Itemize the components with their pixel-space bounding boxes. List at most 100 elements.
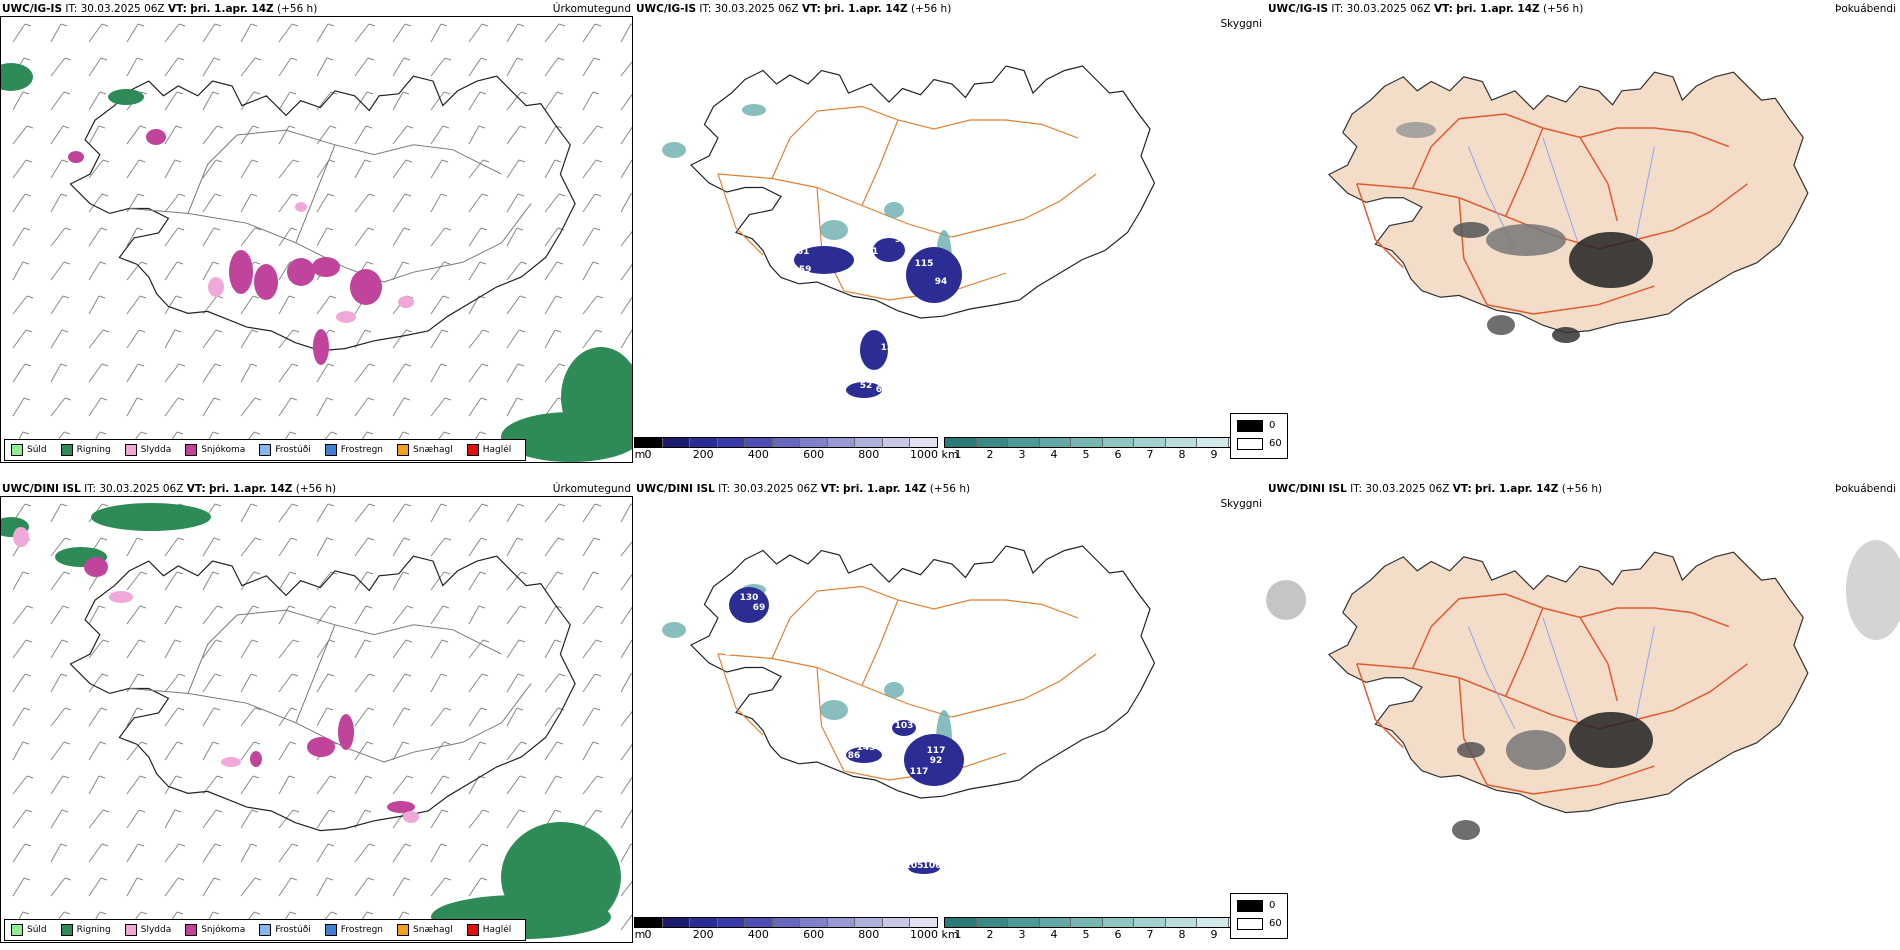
wind-barb <box>620 775 634 795</box>
wind-barb-flag <box>216 125 224 129</box>
wind-barb-flag <box>479 741 487 745</box>
wind-barb-flag <box>62 775 70 779</box>
wind-barb <box>316 23 329 43</box>
wind-barb-flag <box>289 571 297 575</box>
wind-barb-flag <box>441 639 449 643</box>
legend-item: Rigning <box>60 444 111 456</box>
wind-barb <box>506 57 518 77</box>
legend-label: Haglél <box>482 445 512 455</box>
legend-swatch <box>11 444 23 456</box>
wind-barb <box>278 741 291 761</box>
wind-barb <box>164 23 180 43</box>
fog-panel-top: UWC/IG-IS IT: 30.03.2025 06Z VT: þri. 1.… <box>1230 0 1900 465</box>
wind-barb-flag <box>520 91 528 95</box>
wind-barb <box>278 57 292 77</box>
wind-barb-flag <box>479 91 487 95</box>
wind-barb-flag <box>292 159 300 163</box>
wind-barb <box>392 775 408 795</box>
cloud-base-label: 79 <box>914 303 927 313</box>
wind-barb <box>468 91 481 111</box>
wind-barb-flag <box>327 843 335 847</box>
wind-barb <box>12 843 26 863</box>
wind-barb <box>620 125 634 145</box>
wind-barb-flag <box>288 125 296 129</box>
wind-barb <box>240 775 254 795</box>
wind-barb <box>88 363 103 383</box>
wind-barb <box>240 639 253 659</box>
wind-barb <box>278 261 291 281</box>
wind-barb <box>126 843 139 863</box>
wind-barb-flag <box>98 295 106 299</box>
wind-barb-flag <box>63 431 71 435</box>
wind-barb <box>316 503 329 523</box>
wind-barb-flag <box>25 159 33 163</box>
wind-barb-flag <box>292 809 300 813</box>
cloud-base-label: 152 <box>645 138 664 148</box>
it-value: 30.03.2025 06Z <box>733 483 818 495</box>
wind-barb <box>126 57 138 77</box>
wind-barb-flag <box>595 329 603 333</box>
wind-barb <box>392 503 406 523</box>
wind-barb <box>544 261 558 281</box>
wind-barb-flag <box>63 911 71 915</box>
legend-label: Súld <box>27 925 47 935</box>
wind-barb <box>126 397 138 417</box>
wind-barb-flag <box>330 911 338 915</box>
wind-barb <box>316 809 330 829</box>
wind-barb <box>164 605 177 625</box>
wind-barb <box>582 57 595 77</box>
wind-barb <box>316 159 330 179</box>
fog-legend-dark-label: 0 <box>1269 420 1276 431</box>
wind-barb-flag <box>138 329 146 333</box>
wind-barb-flag <box>22 571 30 575</box>
legend-item: Snjókoma <box>185 444 245 456</box>
wind-barb-flag <box>441 329 449 333</box>
offset: (+56 h) <box>910 3 952 15</box>
wind-barb <box>278 159 294 179</box>
wind-barb <box>164 329 176 349</box>
wind-barb <box>202 707 215 727</box>
wind-barb <box>544 125 557 145</box>
wind-barb-flag <box>554 159 562 163</box>
cloud-base-label: 117 <box>927 746 946 756</box>
wind-barb-flag <box>557 537 565 541</box>
wind-barb-flag <box>443 261 451 265</box>
wind-barbs <box>12 23 642 451</box>
cloudbase-swatch <box>717 918 746 927</box>
wind-barb <box>468 571 481 591</box>
wind-barb-flag <box>327 673 335 677</box>
cloud-base-label: 105 <box>905 861 924 871</box>
wind-barb-flag <box>24 843 32 847</box>
cloudbase-swatch <box>882 438 911 447</box>
fog-area <box>1569 712 1653 768</box>
legend-label: Slydda <box>140 445 172 455</box>
wind-barb-flag <box>175 125 183 129</box>
wind-barb <box>164 91 178 111</box>
wind-barb-flag <box>291 23 299 27</box>
wind-barb-flag <box>367 227 375 231</box>
it-label: IT: <box>84 483 97 495</box>
wind-barb-flag <box>516 707 524 711</box>
legend-swatch <box>11 924 23 936</box>
wind-barb-flag <box>24 23 32 27</box>
it-value: 30.03.2025 06Z <box>80 3 165 15</box>
wind-barb <box>278 809 294 829</box>
visibility-tick: 3 <box>1018 928 1026 941</box>
wind-barb-flag <box>102 159 110 163</box>
wind-barb-flag <box>364 159 372 163</box>
low-cloud-base-area <box>892 720 916 736</box>
wind-barb <box>354 877 369 897</box>
wind-barbs <box>12 503 642 931</box>
wind-barb <box>202 843 216 863</box>
wind-barb <box>468 23 483 43</box>
wind-barb-flag <box>440 673 448 677</box>
wind-barb-flag <box>403 537 411 541</box>
wind-barb-flag <box>403 707 411 711</box>
visibility-tick: 6 <box>1114 928 1122 941</box>
it-value: 30.03.2025 06Z <box>99 483 184 495</box>
wind-barb <box>12 707 25 727</box>
wind-barb <box>582 537 595 557</box>
wind-barb-flag <box>23 57 31 61</box>
visibility-tick: 7 <box>1146 928 1154 941</box>
